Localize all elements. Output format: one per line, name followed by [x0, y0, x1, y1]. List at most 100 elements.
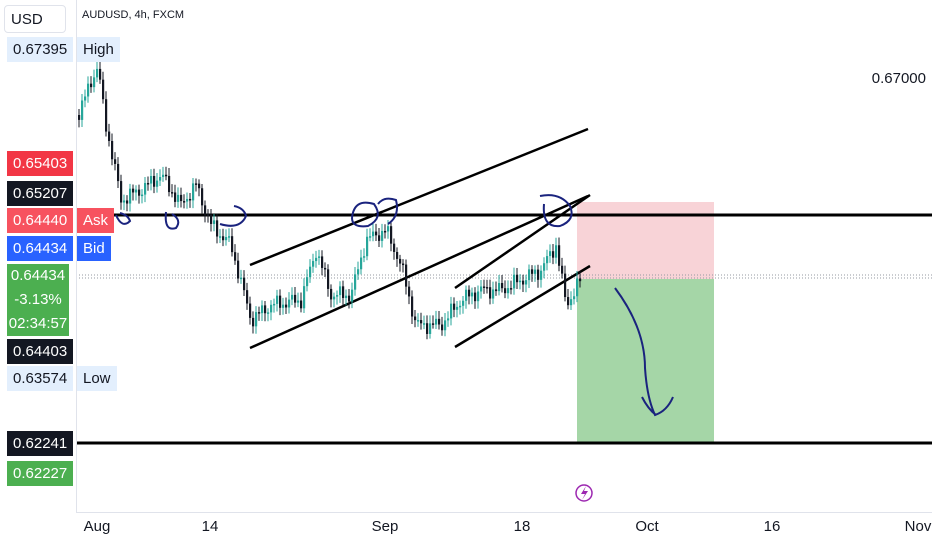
candle	[300, 300, 303, 309]
candle	[132, 188, 135, 193]
candle	[462, 300, 465, 306]
low-label: Low	[77, 366, 117, 391]
candle	[321, 256, 324, 268]
candle	[369, 236, 372, 238]
candle	[420, 320, 423, 324]
candle	[138, 189, 141, 196]
time-label: Sep	[371, 518, 399, 535]
candle	[477, 291, 480, 302]
candle	[102, 79, 105, 100]
candle	[564, 273, 567, 298]
last-price-block: 0.64434 -3.13% 02:34:57	[7, 264, 69, 336]
candle	[522, 280, 525, 285]
candle	[165, 174, 168, 177]
price-marker-black: 0.65207	[7, 181, 74, 206]
hand-drawn-annotations	[115, 194, 674, 417]
candle	[153, 175, 156, 187]
time-axis[interactable]	[76, 512, 932, 551]
candle	[423, 323, 426, 325]
candle	[390, 226, 393, 244]
time-label: 14	[201, 518, 219, 535]
candle	[375, 231, 378, 236]
candle	[354, 274, 357, 290]
channel-upper-line[interactable]	[249, 127, 589, 267]
candle	[525, 280, 528, 285]
candle	[147, 182, 150, 185]
candle	[555, 245, 558, 258]
currency-selector[interactable]: USD	[4, 5, 66, 33]
candle	[480, 286, 483, 292]
candle	[435, 318, 438, 325]
time-label: 18	[513, 518, 531, 535]
wedge-upper-line[interactable]	[454, 193, 591, 290]
candle	[168, 175, 171, 193]
candle	[558, 245, 561, 266]
candle	[324, 267, 327, 270]
candle	[339, 286, 342, 296]
candle	[150, 175, 153, 184]
candle	[78, 115, 81, 120]
candle	[231, 236, 234, 253]
candle	[570, 299, 573, 306]
candle	[273, 303, 276, 306]
candle	[297, 300, 300, 303]
candle	[189, 198, 192, 201]
candle	[357, 269, 360, 275]
high-label: High	[77, 37, 120, 62]
candle	[540, 270, 543, 280]
candle	[501, 283, 504, 289]
candle	[459, 305, 462, 308]
candle	[96, 68, 99, 78]
candle	[90, 83, 93, 88]
candle	[129, 188, 132, 204]
bid-label: Bid	[77, 236, 111, 261]
candle	[381, 230, 384, 241]
candle	[561, 265, 564, 274]
candle	[579, 278, 582, 282]
low-price-tag: 0.63574	[7, 366, 74, 391]
candle	[378, 235, 381, 241]
candle	[495, 289, 498, 292]
candle	[543, 263, 546, 271]
candle	[261, 305, 264, 314]
candle	[456, 306, 459, 310]
candle	[252, 317, 255, 327]
candle	[216, 220, 219, 237]
candle	[519, 280, 522, 283]
candle	[432, 323, 435, 325]
candle	[450, 303, 453, 319]
wedge-lower-line[interactable]	[454, 264, 591, 349]
candle	[303, 286, 306, 309]
candle	[156, 180, 159, 187]
candle	[192, 183, 195, 201]
time-label: Oct	[635, 518, 659, 535]
candle	[210, 214, 213, 224]
candlestick-series	[78, 60, 582, 340]
candle	[531, 269, 534, 274]
candle	[552, 251, 555, 258]
candle	[492, 289, 495, 299]
candle	[576, 278, 579, 297]
candle	[336, 295, 339, 297]
candle	[387, 226, 390, 232]
candle	[204, 205, 207, 215]
candle	[159, 176, 162, 181]
candle	[207, 214, 210, 216]
candle	[438, 318, 441, 325]
channel-lower-line[interactable]	[249, 194, 589, 350]
candle	[315, 257, 318, 262]
high-price-tag: 0.67395	[7, 37, 74, 62]
candle	[219, 236, 222, 238]
candle	[483, 286, 486, 288]
candle	[528, 269, 531, 281]
candle	[516, 274, 519, 283]
candle	[270, 304, 273, 313]
candle	[294, 294, 297, 303]
target-price-tag: 0.62241	[7, 431, 74, 456]
candle	[513, 274, 516, 289]
time-label: 16	[763, 518, 781, 535]
lightning-icon[interactable]	[575, 484, 593, 502]
candle	[237, 260, 240, 279]
candle	[393, 243, 396, 252]
